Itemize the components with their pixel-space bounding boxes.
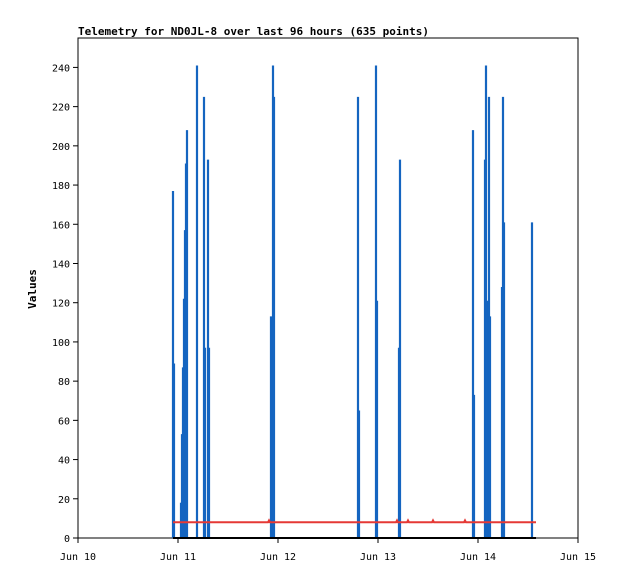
y-tick-label: 0 (64, 534, 70, 545)
x-tick-label: Jun 12 (260, 552, 296, 563)
y-tick-label: 140 (52, 259, 70, 270)
y-tick-label: 60 (58, 416, 70, 427)
y-tick-label: 180 (52, 181, 70, 192)
y-tick-label: 160 (52, 220, 70, 231)
y-tick-label: 200 (52, 142, 70, 153)
y-tick-label: 80 (58, 377, 70, 388)
x-axis: Jun 10 Jun 11 Jun 12 Jun 13 Jun 14 Jun 15 (60, 538, 596, 563)
series-0 (171, 65, 534, 538)
plot-area-frame (77, 37, 579, 539)
y-tick-label: 40 (58, 456, 70, 467)
data-series (171, 65, 536, 539)
series-line (173, 518, 536, 524)
x-tick-label: Jun 10 (60, 552, 96, 563)
x-tick-label: Jun 15 (560, 552, 596, 563)
y-tick-label: 20 (58, 495, 70, 506)
y-axis: 0 20 40 60 80 100 120 140 160 180 200 220 240 (52, 63, 78, 545)
x-tick-label: Jun 11 (160, 552, 196, 563)
y-tick-label: 240 (52, 63, 70, 74)
y-tick-label: 120 (52, 299, 70, 310)
chart-title: Telemetry for ND0JL-8 over last 96 hours… (78, 25, 429, 38)
y-tick-label: 100 (52, 338, 70, 349)
y-axis-label: Values (26, 269, 39, 309)
series-1 (173, 518, 536, 524)
x-tick-label: Jun 13 (360, 552, 396, 563)
x-tick-label: Jun 14 (460, 552, 496, 563)
y-tick-label: 220 (52, 103, 70, 114)
